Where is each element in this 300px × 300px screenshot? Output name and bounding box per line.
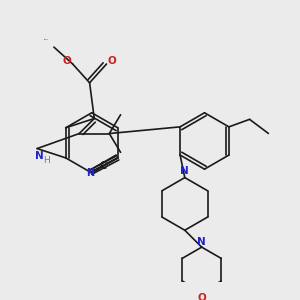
Text: methyl: methyl (44, 39, 49, 40)
Text: N: N (197, 236, 206, 247)
Text: N: N (34, 151, 43, 161)
Text: H: H (43, 156, 50, 165)
Text: O: O (63, 56, 71, 66)
Text: N: N (86, 168, 94, 178)
Text: C: C (100, 161, 107, 171)
Text: O: O (197, 293, 206, 300)
Text: N: N (180, 166, 189, 176)
Text: O: O (108, 56, 116, 66)
